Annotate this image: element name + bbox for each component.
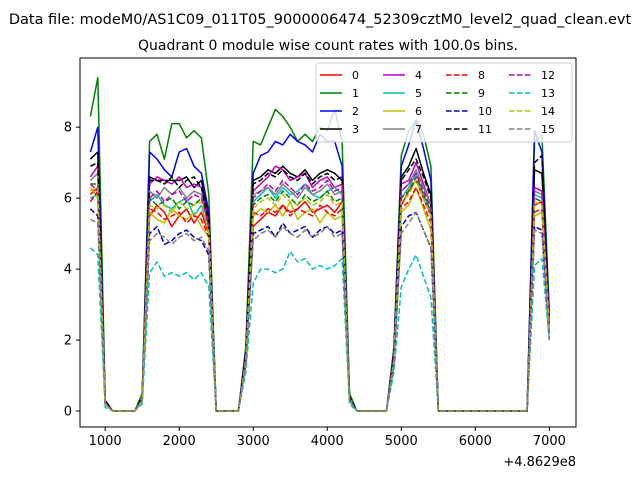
legend-label-10: 10: [478, 105, 492, 118]
y-axis: 0 2 4 6 8: [64, 121, 80, 420]
legend-label-11: 11: [478, 123, 492, 136]
series-line-6: [89, 186, 551, 412]
x-tick-label: 3000: [237, 434, 270, 449]
legend-label-12: 12: [541, 69, 555, 82]
legend-label-7: 7: [415, 123, 422, 136]
series-line-10: [89, 208, 551, 412]
chart-title: Quadrant 0 module wise count rates with …: [138, 38, 518, 54]
legend-label-0: 0: [352, 69, 359, 82]
x-tick-label: 1000: [89, 434, 122, 449]
series-line-13: [89, 247, 551, 412]
y-tick-label: 6: [64, 192, 72, 207]
legend-label-13: 13: [541, 87, 555, 100]
legend-label-2: 2: [352, 105, 359, 118]
x-axis-offset-label: +4.8629e8: [503, 455, 576, 470]
x-tick-label: 7000: [533, 434, 566, 449]
legend-label-8: 8: [478, 69, 485, 82]
series-line-4: [89, 161, 551, 412]
plot-lines: [89, 76, 551, 412]
series-line-9: [90, 176, 551, 412]
legend-box: [315, 62, 573, 143]
series-line-14: [90, 179, 551, 412]
legend-label-14: 14: [541, 105, 555, 118]
x-tick-label: 2000: [163, 434, 196, 449]
legend-label-6: 6: [415, 105, 422, 118]
y-tick-label: 2: [64, 334, 72, 349]
legend-label-9: 9: [478, 87, 485, 100]
x-axis: 1000 2000 3000 4000 5000 6000 7000: [89, 427, 566, 449]
chart-suptitle: Data file: modeM0/AS1C09_011T05_90000064…: [9, 12, 632, 28]
series-line-12: [89, 172, 551, 412]
x-tick-label: 4000: [311, 434, 344, 449]
legend-label-3: 3: [352, 123, 359, 136]
legend-label-15: 15: [541, 123, 555, 136]
y-tick-label: 4: [64, 263, 72, 278]
plot-frame: [79, 57, 577, 428]
legend-label-1: 1: [352, 87, 359, 100]
y-tick-label: 0: [64, 405, 72, 420]
y-tick-label: 8: [64, 121, 72, 136]
legend-label-4: 4: [415, 69, 422, 82]
series-line-15: [90, 211, 551, 412]
legend-label-5: 5: [415, 87, 422, 100]
x-tick-label: 5000: [385, 434, 418, 449]
x-tick-label: 6000: [459, 434, 492, 449]
